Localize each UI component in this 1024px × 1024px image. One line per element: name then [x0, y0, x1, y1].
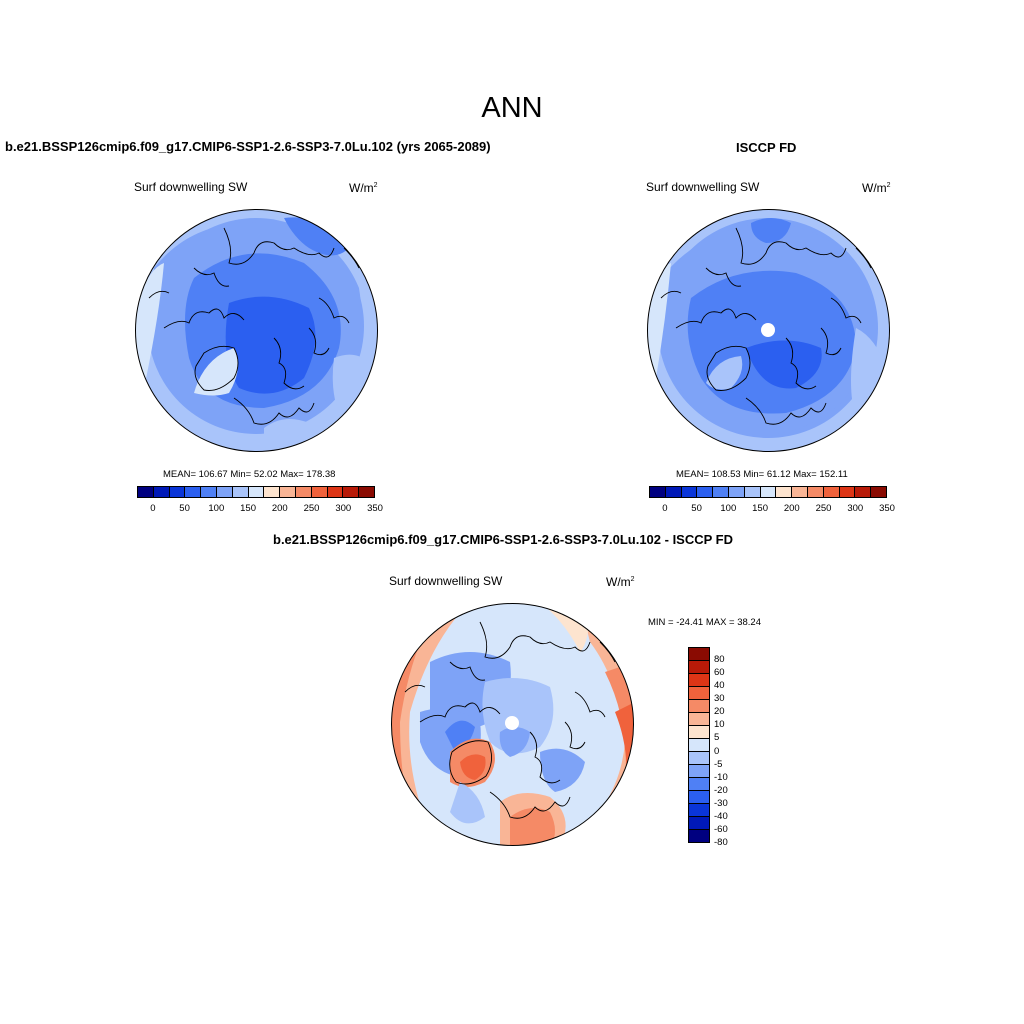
diff-colorbar-swatch — [689, 778, 709, 791]
right-colorbar-tick-label: 300 — [847, 503, 864, 514]
diff-colorbar-tick-label: -60 — [714, 823, 728, 835]
diff-colorbar-ticks: 80 60 40 30 20 10 5 0 -5 -10 -20 -30 -40 -60 -80 — [714, 647, 754, 848]
left-colorbar-swatch — [185, 487, 202, 497]
diff-polar-map — [391, 603, 634, 846]
right-colorbar-swatch — [871, 487, 886, 497]
left-units-label: W/m2 — [349, 181, 378, 195]
diff-colorbar-swatch — [689, 752, 709, 765]
figure-title: ANN — [481, 92, 543, 124]
right-colorbar-swatch — [760, 487, 777, 497]
right-colorbar-tick-label: 100 — [720, 503, 737, 514]
left-colorbar-tick-label: 250 — [303, 503, 320, 514]
left-colorbar-swatch — [264, 487, 281, 497]
left-stats: MEAN= 106.67 Min= 52.02 Max= 178.38 — [163, 469, 336, 480]
diff-colorbar-swatch — [689, 739, 709, 752]
left-colorbar-tick-label: 300 — [335, 503, 352, 514]
diff-colorbar-swatch — [689, 713, 709, 726]
right-colorbar-swatch — [665, 487, 682, 497]
left-colorbar-swatch — [295, 487, 312, 497]
right-colorbar-swatch — [697, 487, 714, 497]
right-colorbar-swatch — [823, 487, 840, 497]
diff-panel-title: b.e21.BSSP126cmip6.f09_g17.CMIP6-SSP1-2.… — [273, 532, 734, 547]
left-colorbar — [137, 486, 375, 498]
diff-colorbar-tick-label: 0 — [714, 745, 720, 757]
left-colorbar-swatch — [280, 487, 296, 497]
diff-colorbar-tick-label: 20 — [714, 706, 725, 718]
left-colorbar-tick-label: 100 — [208, 503, 225, 514]
left-colorbar-tick-label: 350 — [367, 503, 383, 514]
left-colorbar-swatch — [201, 487, 217, 497]
right-colorbar-swatch — [776, 487, 793, 497]
left-panel-title: b.e21.BSSP126cmip6.f09_g17.CMIP6-SSP1-2.… — [5, 139, 491, 154]
diff-colorbar-tick-label: 40 — [714, 680, 725, 692]
diff-colorbar-swatch — [689, 700, 709, 713]
right-polar-map — [647, 209, 890, 452]
diff-colorbar-tick-label: 60 — [714, 667, 725, 679]
right-colorbar-swatch — [681, 487, 698, 497]
left-colorbar-tick-label: 200 — [271, 503, 288, 514]
right-colorbar-tick-label: 150 — [752, 503, 768, 514]
right-panel-title: ISCCP FD — [736, 140, 797, 155]
left-colorbar-ticks: 0 50 100 150 200 250 300 350 — [137, 503, 383, 515]
right-colorbar-swatch — [728, 487, 745, 497]
left-colorbar-swatch — [232, 487, 249, 497]
diff-colorbar-tick-label: 80 — [714, 654, 725, 666]
left-colorbar-swatch — [327, 487, 344, 497]
right-colorbar-swatch — [744, 487, 761, 497]
right-colorbar-swatch — [713, 487, 729, 497]
left-colorbar-swatch — [359, 487, 374, 497]
diff-colorbar-swatch — [689, 765, 709, 778]
diff-variable-label: Surf downwelling SW — [389, 574, 503, 588]
right-colorbar-tick-label: 250 — [815, 503, 832, 514]
diff-colorbar-swatch — [689, 674, 709, 687]
right-colorbar-swatch — [855, 487, 872, 497]
left-colorbar-swatch — [138, 487, 154, 497]
right-variable-label: Surf downwelling SW — [646, 180, 760, 194]
right-colorbar-tick-label: 200 — [783, 503, 800, 514]
left-colorbar-swatch — [153, 487, 170, 497]
right-colorbar-swatch — [839, 487, 856, 497]
diff-colorbar-swatch — [689, 726, 709, 739]
left-colorbar-swatch — [216, 487, 233, 497]
right-colorbar-swatch — [807, 487, 824, 497]
diff-stats: MIN = -24.41 MAX = 38.24 — [648, 617, 762, 628]
right-colorbar-tick-label: 0 — [662, 503, 668, 514]
right-colorbar-ticks: 0 50 100 150 200 250 300 350 — [649, 503, 895, 515]
diff-colorbar-tick-label: -80 — [714, 837, 728, 848]
left-polar-map — [135, 209, 378, 452]
diff-colorbar-tick-label: 30 — [714, 693, 725, 705]
left-colorbar-swatch — [311, 487, 328, 497]
diff-colorbar — [688, 647, 710, 843]
diff-colorbar-swatch — [689, 661, 709, 674]
left-colorbar-swatch — [169, 487, 186, 497]
right-colorbar-tick-label: 350 — [879, 503, 895, 514]
diff-units-label: W/m2 — [606, 575, 635, 589]
diff-colorbar-tick-label: -5 — [714, 758, 723, 770]
diff-colorbar-swatch — [689, 817, 709, 830]
left-colorbar-tick-label: 150 — [240, 503, 256, 514]
diff-colorbar-swatch — [689, 687, 709, 700]
right-colorbar-swatch — [650, 487, 666, 497]
left-colorbar-tick-label: 50 — [179, 503, 190, 514]
right-colorbar — [649, 486, 887, 498]
right-colorbar-tick-label: 50 — [691, 503, 702, 514]
diff-colorbar-tick-label: 5 — [714, 732, 720, 744]
diff-colorbar-tick-label: -40 — [714, 810, 728, 822]
diff-colorbar-tick-label: -20 — [714, 784, 728, 796]
left-colorbar-swatch — [248, 487, 265, 497]
right-stats: MEAN= 108.53 Min= 61.12 Max= 152.11 — [676, 469, 848, 480]
diff-colorbar-swatch — [689, 830, 709, 842]
diff-colorbar-tick-label: -10 — [714, 771, 728, 783]
right-units-label: W/m2 — [862, 181, 891, 195]
left-colorbar-tick-label: 0 — [150, 503, 156, 514]
diff-colorbar-swatch — [689, 804, 709, 817]
right-colorbar-swatch — [792, 487, 808, 497]
left-variable-label: Surf downwelling SW — [134, 180, 248, 194]
left-colorbar-swatch — [343, 487, 360, 497]
diff-colorbar-swatch — [689, 791, 709, 804]
diff-colorbar-tick-label: 10 — [714, 719, 725, 731]
diff-colorbar-tick-label: -30 — [714, 797, 728, 809]
diff-colorbar-swatch — [689, 648, 709, 661]
